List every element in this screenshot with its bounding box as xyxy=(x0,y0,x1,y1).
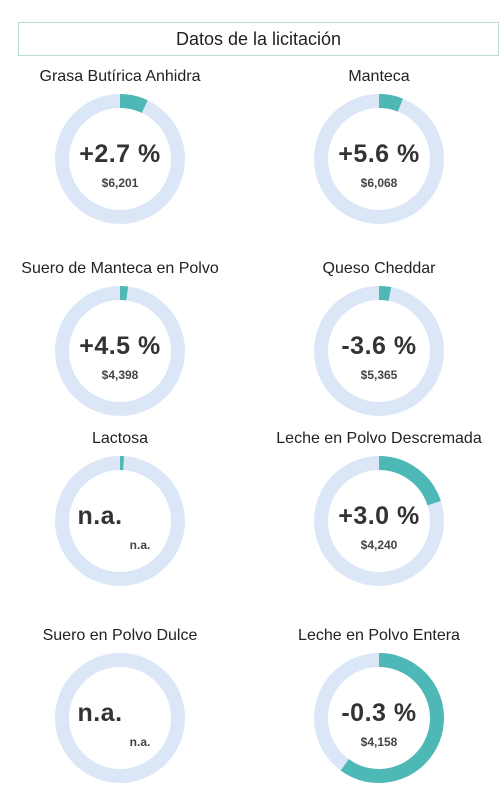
change-percent: -3.6 % xyxy=(341,332,417,360)
donut-card-manteca: Manteca +5.6 % $6,068 xyxy=(259,68,499,248)
donut-progress-arc xyxy=(314,653,444,783)
donut-progress-arc xyxy=(55,94,185,224)
change-percent: -0.3 % xyxy=(341,699,417,727)
donut-progress-arc xyxy=(55,456,185,586)
donut-ring xyxy=(55,94,185,224)
donut-progress-arc xyxy=(55,286,185,416)
price-value: $4,398 xyxy=(101,368,139,382)
donut-title: Leche en Polvo Entera xyxy=(298,627,460,644)
donut-card-lactosa: Lactosa n.a. n.a. xyxy=(0,430,240,610)
price-value: $6,068 xyxy=(360,176,398,190)
price-value: $4,240 xyxy=(360,538,398,552)
donut-card-queso-cheddar: Queso Cheddar -3.6 % $5,365 xyxy=(259,260,499,440)
donut-card-suero-en-polvo-dulce: Suero en Polvo Dulce n.a. n.a. xyxy=(0,627,240,807)
change-percent: n.a. xyxy=(77,699,123,727)
donut-progress-arc xyxy=(314,94,444,224)
page-title: Datos de la licitación xyxy=(18,22,499,56)
price-value: $6,201 xyxy=(101,176,139,190)
donut-ring xyxy=(314,653,444,783)
donut-title: Manteca xyxy=(348,68,410,85)
donut-ring xyxy=(55,286,185,416)
donut-title: Leche en Polvo Descremada xyxy=(276,430,482,447)
donut-title: Queso Cheddar xyxy=(322,260,436,277)
donut-title: Suero en Polvo Dulce xyxy=(42,627,198,644)
price-value: n.a. xyxy=(129,538,151,552)
price-value: n.a. xyxy=(129,735,151,749)
donut-card-leche-en-polvo-entera: Leche en Polvo Entera -0.3 % $4,158 xyxy=(259,627,499,807)
donut-card-suero-de-manteca-en-polvo: Suero de Manteca en Polvo +4.5 % $4,398 xyxy=(0,260,240,440)
donut-title: Lactosa xyxy=(91,430,149,447)
donut-ring xyxy=(314,286,444,416)
donut-title: Suero de Manteca en Polvo xyxy=(21,260,219,277)
donut-card-grasa-butirica-anhidra: Grasa Butírica Anhidra +2.7 % $6,201 xyxy=(0,68,240,248)
change-percent: +3.0 % xyxy=(338,502,420,530)
donut-track xyxy=(55,653,185,783)
donut-ring xyxy=(55,456,185,586)
donut-progress-arc xyxy=(314,286,444,416)
donut-title: Grasa Butírica Anhidra xyxy=(39,68,201,85)
price-value: $4,158 xyxy=(360,735,398,749)
donut-progress-arc xyxy=(314,456,444,586)
change-percent: +2.7 % xyxy=(79,140,161,168)
price-value: $5,365 xyxy=(360,368,398,382)
change-percent: n.a. xyxy=(77,502,123,530)
donut-card-leche-en-polvo-descremada: Leche en Polvo Descremada +3.0 % $4,240 xyxy=(259,430,499,610)
change-percent: +4.5 % xyxy=(79,332,161,360)
change-percent: +5.6 % xyxy=(338,140,420,168)
donut-ring xyxy=(314,456,444,586)
donut-ring xyxy=(314,94,444,224)
donut-ring xyxy=(55,653,185,783)
